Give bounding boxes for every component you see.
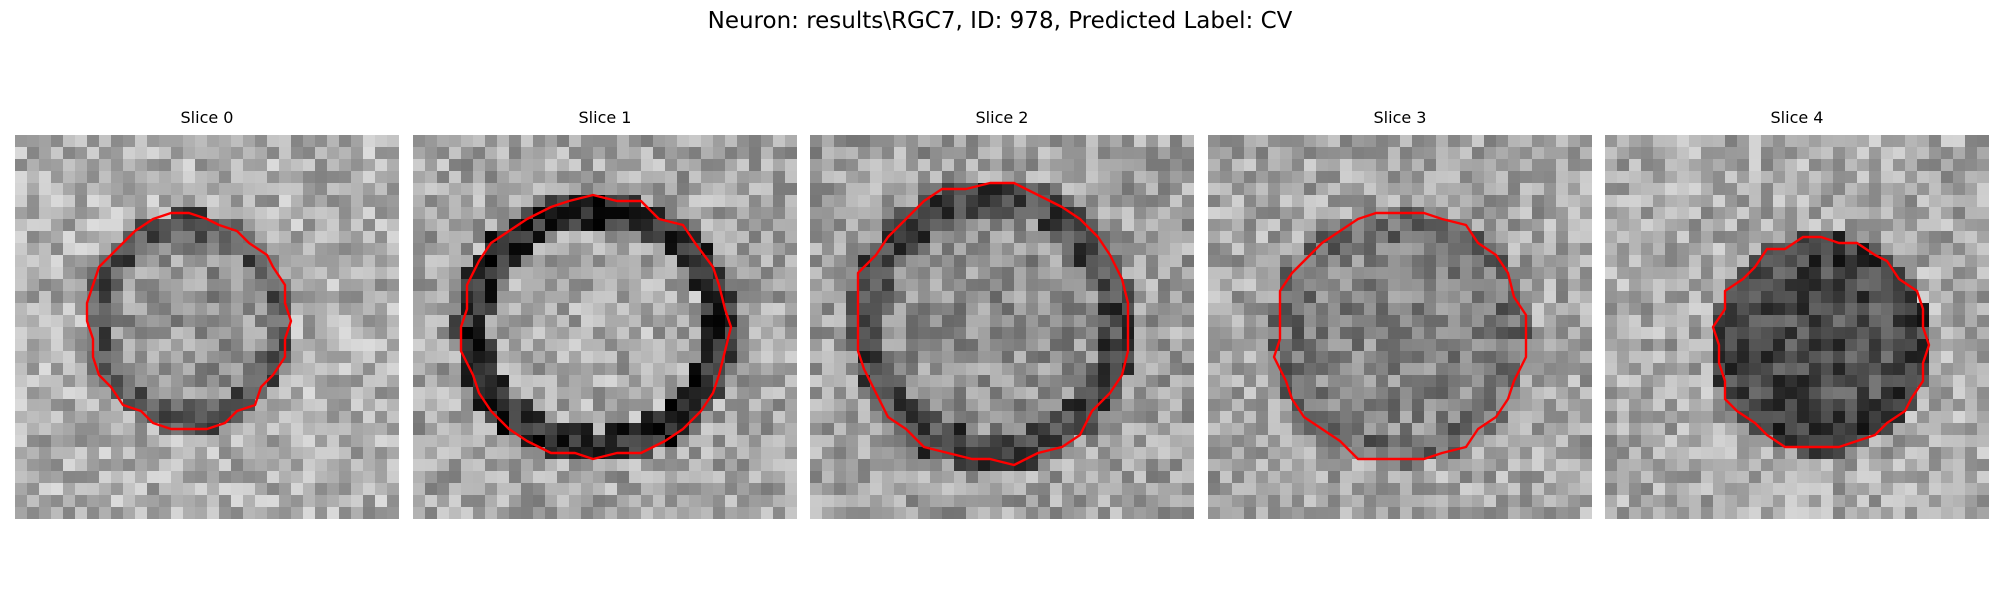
neuron-contour [459, 193, 733, 461]
slice-title: Slice 2 [975, 108, 1029, 127]
neuron-contour [85, 211, 293, 431]
slice-title: Slice 0 [180, 108, 234, 127]
slice-title: Slice 3 [1373, 108, 1427, 127]
neuron-contour [1272, 211, 1528, 461]
slice-image [1208, 135, 1592, 519]
neuron-contour [1711, 235, 1931, 449]
slice-title: Slice 1 [578, 108, 632, 127]
slice-image [810, 135, 1194, 519]
slice-image [413, 135, 797, 519]
slice-title: Slice 4 [1770, 108, 1824, 127]
neuron-contour [856, 181, 1130, 467]
figure-title: Neuron: results\RGC7, ID: 978, Predicted… [707, 8, 1293, 34]
slice-image [15, 135, 399, 519]
slice-image [1605, 135, 1989, 519]
